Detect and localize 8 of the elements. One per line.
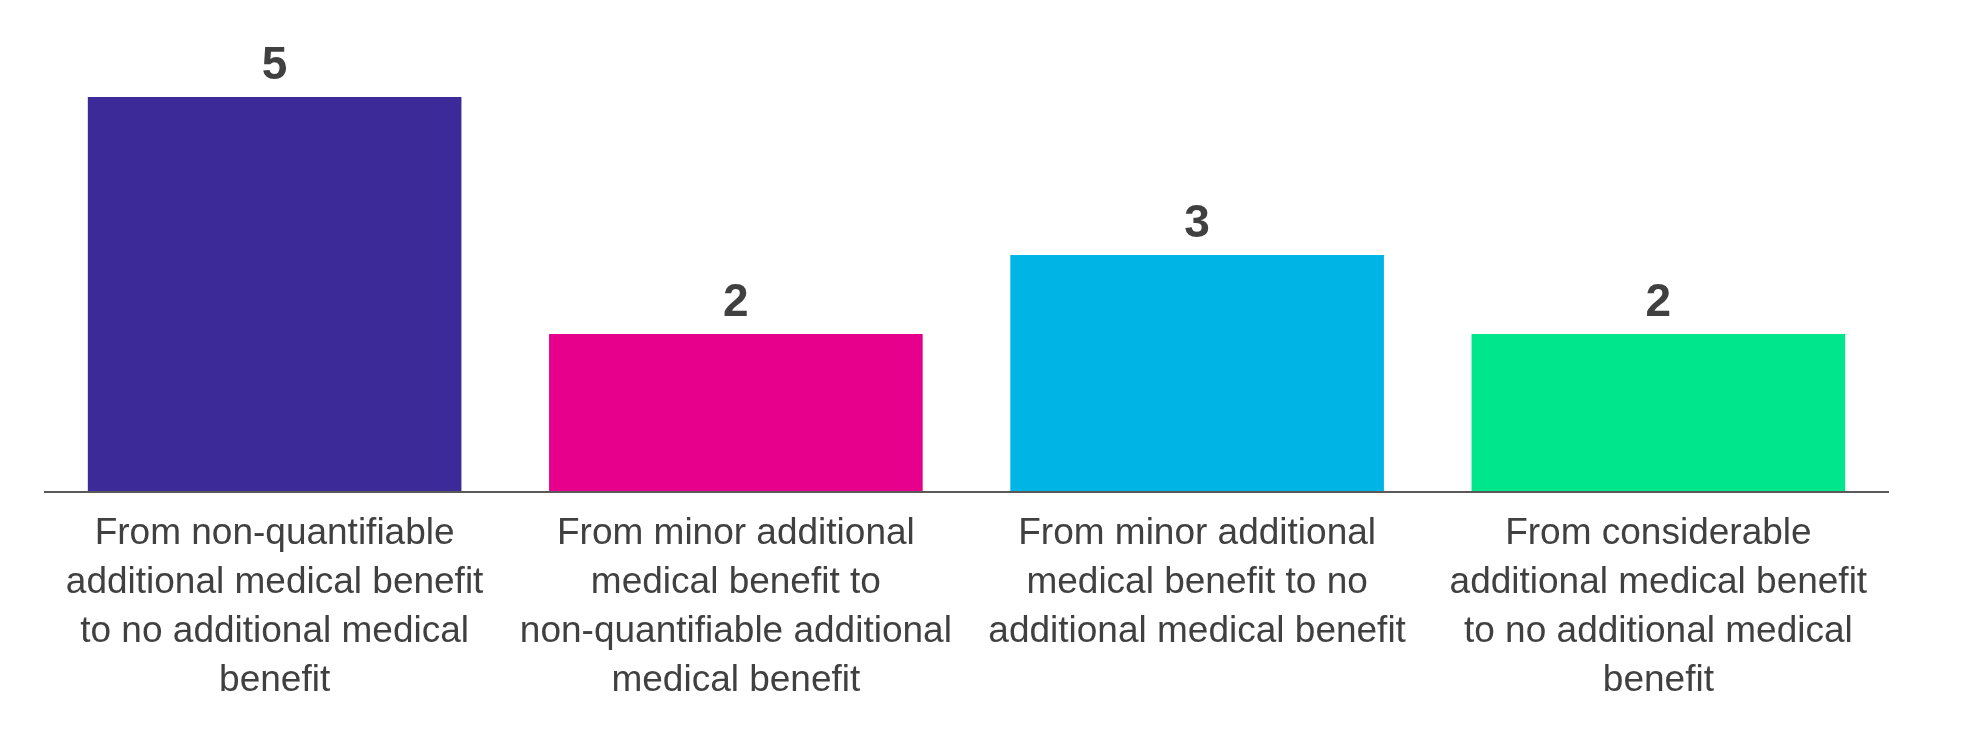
data-label: 2 [1645, 274, 1672, 326]
data-label: 2 [723, 274, 749, 326]
data-label: 5 [261, 37, 288, 89]
x-tick-label: From minor additional medical benefit to non-quantifiable additional medical benefit [519, 511, 952, 699]
x-tick-label: From minor additional medical benefit to no additional medical benefit [988, 511, 1407, 650]
x-tick-label: From non-quantifiable additional medical benefit to no additional medical benefit [65, 511, 485, 699]
x-tick-label: From considerable additional medical benefit to no additional medical benefit [1449, 511, 1868, 699]
data-label: 3 [1184, 195, 1210, 247]
